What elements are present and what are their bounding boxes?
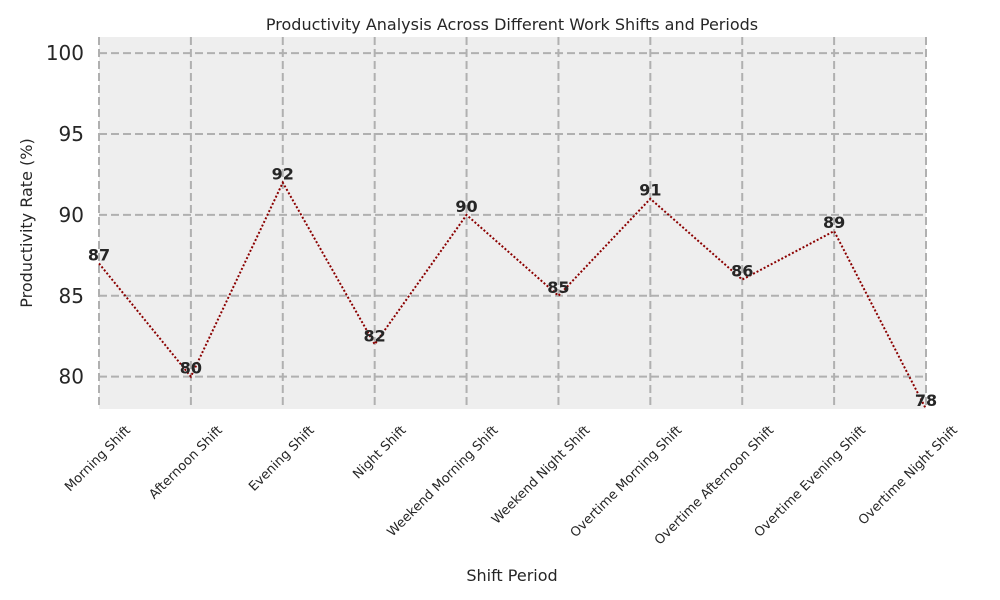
data-label: 86: [731, 262, 753, 281]
x-tick-label: Afternoon Shift: [146, 423, 225, 502]
y-tick-label: 80: [59, 365, 84, 389]
x-tick-label: Weekend Night Shift: [489, 423, 593, 527]
grid: [98, 37, 927, 409]
y-tick-label: 95: [59, 122, 84, 146]
data-label: 90: [455, 197, 477, 216]
y-tick-label: 100: [46, 41, 84, 65]
data-label: 92: [272, 165, 294, 184]
x-tick-label: Overtime Night Shift: [856, 423, 961, 528]
data-label: 91: [639, 181, 661, 200]
x-axis-label: Shift Period: [466, 566, 557, 585]
x-tick-label: Evening Shift: [246, 423, 317, 494]
data-label: 85: [547, 278, 569, 297]
x-axis-ticks: Morning Shift Afternoon Shift Evening Shif…: [62, 423, 961, 548]
y-axis-label: Productivity Rate (%): [17, 138, 36, 307]
y-tick-label: 85: [59, 284, 84, 308]
data-label: 82: [364, 326, 386, 345]
chart-title: Productivity Analysis Across Different W…: [266, 15, 758, 34]
data-label: 89: [823, 213, 845, 232]
data-label: 80: [180, 359, 202, 378]
x-tick-label: Night Shift: [350, 423, 409, 482]
data-label: 78: [915, 391, 937, 410]
series-line: [98, 180, 927, 410]
x-tick-label: Morning Shift: [62, 423, 134, 495]
y-tick-label: 90: [59, 203, 84, 227]
data-labels: 87 80 92 82 90 85 91 86 89 78: [88, 165, 937, 410]
plot-area: [99, 37, 926, 409]
data-label: 87: [88, 245, 110, 264]
y-axis-ticks: 80 85 90 95 100: [46, 41, 84, 388]
